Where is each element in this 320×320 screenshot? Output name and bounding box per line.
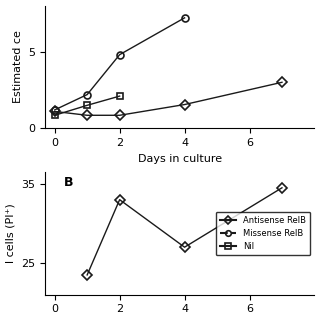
Y-axis label: Estimated ce: Estimated ce: [13, 30, 23, 103]
X-axis label: Days in culture: Days in culture: [138, 154, 222, 164]
Y-axis label: l cells (PI⁺): l cells (PI⁺): [5, 204, 16, 263]
Legend: Antisense RelB, Missense RelB, Nil: Antisense RelB, Missense RelB, Nil: [216, 212, 310, 255]
Text: B: B: [64, 176, 73, 188]
